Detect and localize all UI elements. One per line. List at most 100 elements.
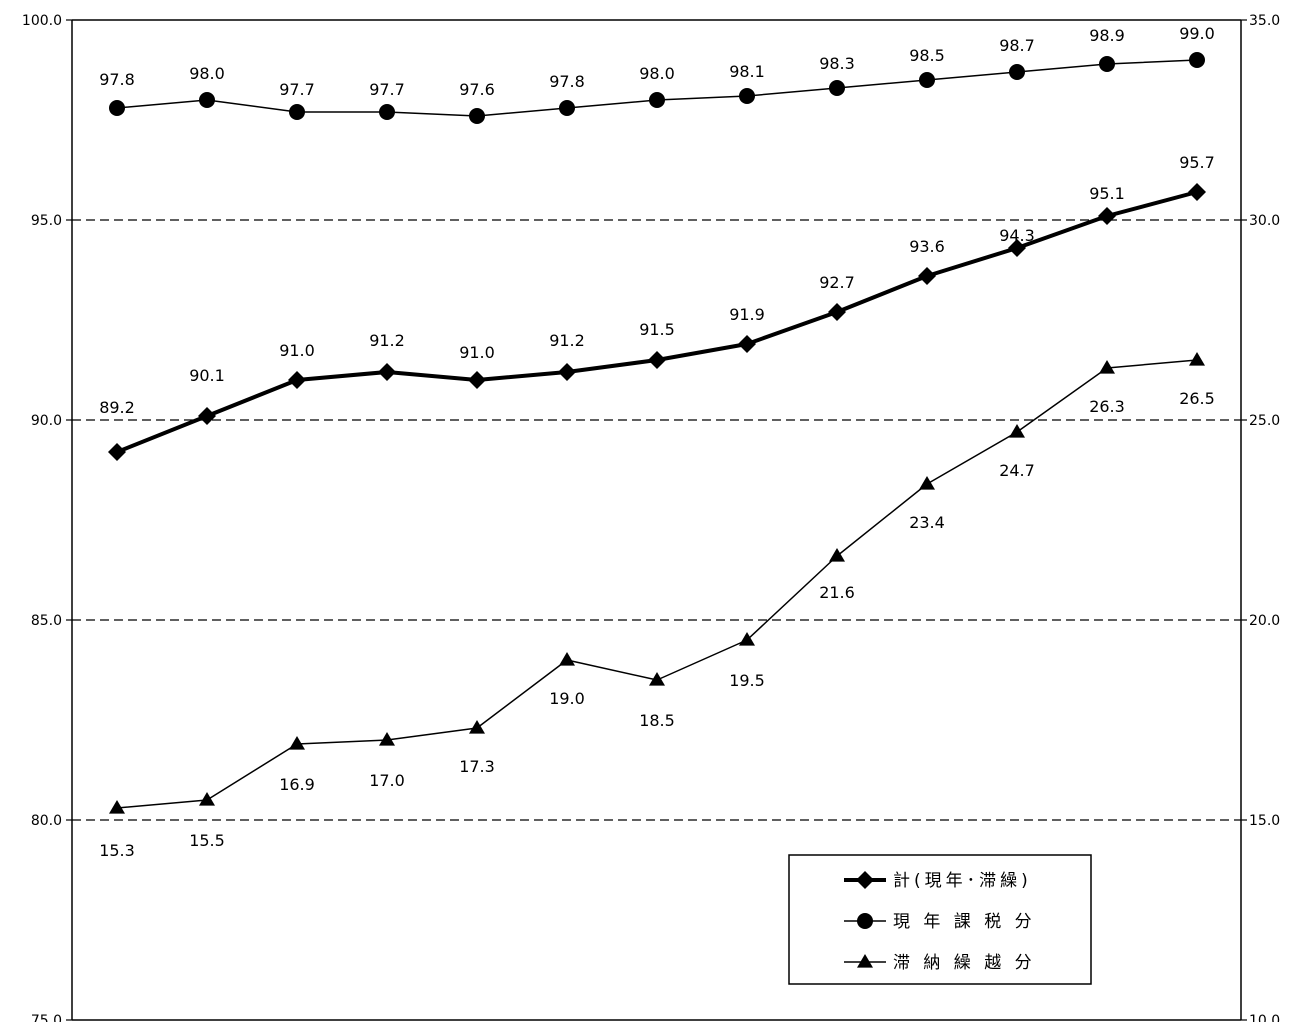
data-label-circle: 98.3 [819, 54, 855, 73]
data-point-triangle [1189, 352, 1205, 366]
data-point-triangle [739, 632, 755, 646]
y-tick-label-left: 75.0 [31, 1013, 62, 1022]
data-point-diamond [1098, 207, 1116, 225]
data-point-diamond [558, 363, 576, 381]
data-label-diamond: 91.0 [459, 343, 495, 362]
data-label-diamond: 92.7 [819, 273, 855, 292]
data-point-diamond [198, 407, 216, 425]
data-label-circle: 98.0 [639, 64, 675, 83]
y-tick-label-left: 90.0 [31, 413, 62, 429]
data-label-circle: 99.0 [1179, 24, 1215, 43]
data-point-triangle [829, 548, 845, 562]
legend-marker-triangle [857, 954, 873, 968]
data-label-triangle: 19.5 [729, 671, 765, 690]
data-label-diamond: 91.5 [639, 320, 675, 339]
data-label-triangle: 19.0 [549, 689, 585, 708]
data-point-circle [1009, 64, 1025, 80]
data-point-circle [919, 72, 935, 88]
data-label-triangle: 17.3 [459, 757, 495, 776]
data-point-circle [739, 88, 755, 104]
data-point-circle [289, 104, 305, 120]
y-tick-label-right: 25.0 [1249, 413, 1280, 429]
y-tick-label-right: 10.0 [1249, 1013, 1280, 1022]
data-label-diamond: 95.7 [1179, 153, 1215, 172]
data-label-diamond: 91.2 [369, 331, 405, 350]
data-point-triangle [559, 652, 575, 666]
data-label-diamond: 91.2 [549, 331, 585, 350]
data-labels: 89.2 90.1 91.0 91.2 91.0 91.2 91.5 91.9 92.7 93.6… [99, 24, 1215, 860]
data-label-circle: 97.7 [369, 80, 405, 99]
data-label-diamond: 91.9 [729, 305, 765, 324]
y-tick-label-right: 20.0 [1249, 613, 1280, 629]
series-triangle [109, 352, 1205, 814]
legend-marker-diamond [856, 871, 874, 889]
data-point-diamond [1008, 239, 1026, 257]
y-tick-label-left: 95.0 [31, 213, 62, 229]
y-tick-label-left: 100.0 [22, 13, 62, 29]
data-point-triangle [289, 736, 305, 750]
data-label-diamond: 95.1 [1089, 184, 1125, 203]
data-label-diamond: 94.3 [999, 226, 1035, 245]
data-point-diamond [1188, 183, 1206, 201]
axes: 75.0 80.0 85.0 90.0 95.0 100.0 10.0 15.0 20.0 25.… [22, 13, 1280, 1027]
data-label-triangle: 17.0 [369, 771, 405, 790]
gridlines [72, 219, 1241, 821]
data-label-triangle: 26.3 [1089, 397, 1125, 416]
data-point-triangle [469, 720, 485, 734]
series-circle [109, 52, 1205, 124]
data-label-diamond: 90.1 [189, 366, 225, 385]
data-label-circle: 97.7 [279, 80, 315, 99]
data-label-triangle: 15.3 [99, 841, 135, 860]
data-label-triangle: 16.9 [279, 775, 315, 794]
data-point-circle [109, 100, 125, 116]
data-label-circle: 98.7 [999, 36, 1035, 55]
y-tick-label-left: 85.0 [31, 613, 62, 629]
data-label-circle: 97.8 [549, 72, 585, 91]
data-label-triangle: 23.4 [909, 513, 945, 532]
data-point-diamond [468, 371, 486, 389]
data-point-triangle [1009, 424, 1025, 438]
data-point-triangle [199, 792, 215, 806]
data-label-triangle: 24.7 [999, 461, 1035, 480]
series-group [108, 52, 1206, 814]
data-label-circle: 98.0 [189, 64, 225, 83]
data-point-circle [559, 100, 575, 116]
data-point-circle [379, 104, 395, 120]
data-label-circle: 98.5 [909, 46, 945, 65]
data-point-diamond [648, 351, 666, 369]
legend-label-triangle: 滞 納 繰 越 分 [893, 953, 1036, 973]
data-label-diamond: 89.2 [99, 398, 135, 417]
data-point-diamond [918, 267, 936, 285]
legend-marker-circle [857, 913, 873, 929]
data-point-circle [829, 80, 845, 96]
data-point-triangle [109, 800, 125, 814]
legend: 計(現年･滞繰) 現 年 課 税 分滞 納 繰 越 分 [788, 854, 1092, 985]
data-label-triangle: 18.5 [639, 711, 675, 730]
data-point-circle [1099, 56, 1115, 72]
data-label-circle: 98.9 [1089, 26, 1125, 45]
legend-label-diamond: 計(現年･滞繰) [893, 871, 1032, 891]
data-point-diamond [738, 335, 756, 353]
data-point-diamond [378, 363, 396, 381]
legend-label-circle: 現 年 課 税 分 [893, 912, 1036, 932]
data-point-diamond [288, 371, 306, 389]
data-label-triangle: 26.5 [1179, 389, 1215, 408]
data-point-circle [199, 92, 215, 108]
data-point-triangle [379, 732, 395, 746]
data-label-circle: 97.6 [459, 80, 495, 99]
y-tick-label-left: 80.0 [31, 813, 62, 829]
data-point-circle [649, 92, 665, 108]
data-point-triangle [919, 476, 935, 490]
y-tick-label-right: 35.0 [1249, 13, 1280, 29]
legend-box [788, 854, 1092, 985]
data-point-triangle [1099, 360, 1115, 374]
data-point-diamond [108, 443, 126, 461]
series-line-triangle [116, 359, 1198, 809]
data-label-triangle: 21.6 [819, 583, 855, 602]
y-tick-label-right: 30.0 [1249, 213, 1280, 229]
data-point-circle [1189, 52, 1205, 68]
data-point-circle [469, 108, 485, 124]
series-diamond [108, 183, 1206, 461]
